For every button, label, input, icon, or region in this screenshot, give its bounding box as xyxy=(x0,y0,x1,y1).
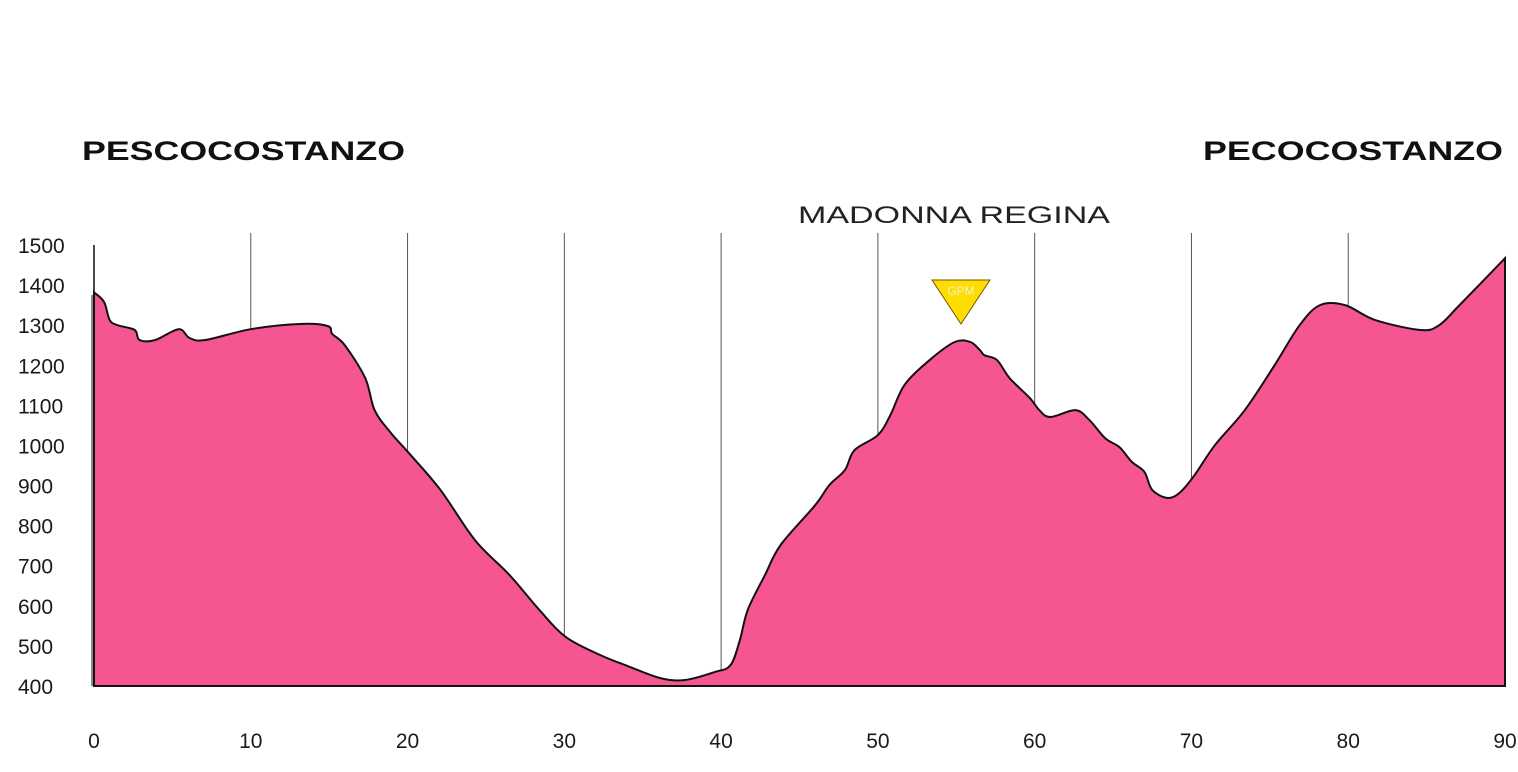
y-tick-label: 800 xyxy=(18,516,53,539)
y-tick-label: 1300 xyxy=(18,315,65,338)
x-tick-label: 40 xyxy=(709,730,732,753)
x-axis-ticks: 0 10 20 30 40 50 60 70 80 90 xyxy=(88,730,1517,753)
y-axis-ticks: 400 500 600 700 800 900 1000 1100 1200 1300 1400 15… xyxy=(18,235,65,699)
x-tick-label: 90 xyxy=(1493,730,1516,753)
elevation-area xyxy=(93,255,1506,687)
y-tick-label: 1100 xyxy=(18,395,63,418)
x-tick-label: 80 xyxy=(1337,730,1360,753)
x-tick-label: 30 xyxy=(553,730,576,753)
x-tick-label: 10 xyxy=(239,730,262,753)
y-tick-label: 1500 xyxy=(18,235,65,258)
finish-town-label: PECOCOSTANZO xyxy=(1203,136,1503,166)
start-marker-bar xyxy=(91,295,93,686)
x-tick-label: 70 xyxy=(1180,730,1203,753)
y-tick-label: 600 xyxy=(18,596,53,619)
y-tick-label: 1400 xyxy=(18,275,65,298)
x-tick-label: 60 xyxy=(1023,730,1046,753)
y-tick-label: 1200 xyxy=(18,355,65,378)
y-tick-label: 500 xyxy=(18,636,53,659)
gpm-badge-label: GPM xyxy=(947,284,974,298)
start-town-label: PESCOCOSTANZO xyxy=(82,136,405,166)
y-tick-label: 700 xyxy=(18,556,53,579)
climb-label: MADONNA REGINA xyxy=(798,202,1110,229)
x-tick-label: 0 xyxy=(88,730,100,753)
gpm-marker: GPM xyxy=(931,279,991,325)
y-tick-label: 1000 xyxy=(18,435,65,458)
y-tick-label: 400 xyxy=(18,676,53,699)
y-tick-label: 900 xyxy=(18,476,53,499)
gpm-triangle-icon xyxy=(931,279,991,325)
x-tick-label: 20 xyxy=(396,730,419,753)
x-tick-label: 50 xyxy=(866,730,889,753)
